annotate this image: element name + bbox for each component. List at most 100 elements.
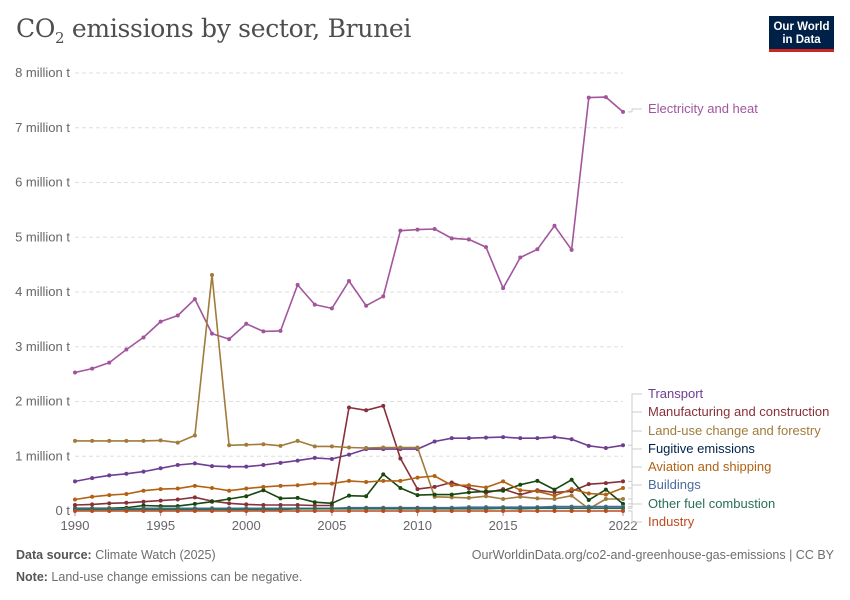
data-point-electricity-and-heat [466, 237, 471, 242]
data-point-manufacturing-and-construction [107, 501, 112, 506]
data-point-land-use-change-and-forestry [278, 443, 283, 448]
data-point-fugitive-emissions [244, 494, 249, 499]
data-point-fugitive-emissions [381, 472, 386, 477]
data-point-electricity-and-heat [364, 303, 369, 308]
data-point-fugitive-emissions [261, 488, 266, 493]
data-point-electricity-and-heat [107, 360, 112, 365]
data-point-transport [295, 458, 300, 463]
data-point-industry [124, 509, 129, 513]
data-point-industry [278, 509, 283, 513]
data-point-land-use-change-and-forestry [552, 496, 557, 501]
data-point-industry [210, 509, 214, 513]
data-point-land-use-change-and-forestry [415, 445, 420, 450]
data-point-fugitive-emissions [295, 495, 300, 500]
y-tick-label: 1 million t [15, 448, 70, 463]
data-point-manufacturing-and-construction [227, 501, 232, 506]
data-point-industry [312, 509, 317, 513]
data-point-transport [569, 437, 574, 442]
data-point-land-use-change-and-forestry [501, 496, 506, 501]
data-point-electricity-and-heat [210, 331, 214, 336]
data-point-electricity-and-heat [518, 255, 523, 260]
data-point-transport [586, 443, 591, 448]
x-tick-label: 2010 [403, 518, 432, 533]
data-point-transport [329, 456, 334, 461]
data-point-manufacturing-and-construction [586, 482, 591, 487]
data-point-electricity-and-heat [484, 245, 488, 250]
x-tick-label: 2022 [609, 518, 638, 533]
y-tick-label: 0 t [56, 503, 71, 518]
data-point-electricity-and-heat [192, 297, 197, 302]
y-tick-label: 5 million t [15, 229, 70, 244]
data-point-land-use-change-and-forestry [466, 495, 471, 500]
data-point-transport [449, 436, 454, 441]
data-point-land-use-change-and-forestry [535, 496, 540, 501]
data-point-transport [210, 464, 214, 469]
x-tick-label: 2015 [489, 518, 518, 533]
legend-label-industry: Industry [648, 514, 695, 529]
data-point-aviation-and-shipping [278, 483, 283, 488]
data-point-fugitive-emissions [227, 496, 232, 501]
data-point-electricity-and-heat [621, 109, 625, 114]
data-point-manufacturing-and-construction [295, 502, 300, 507]
data-point-transport [501, 435, 506, 440]
data-point-land-use-change-and-forestry [449, 495, 454, 500]
data-point-fugitive-emissions [466, 490, 471, 495]
data-point-land-use-change-and-forestry [295, 438, 300, 443]
data-point-manufacturing-and-construction [124, 500, 129, 505]
data-point-electricity-and-heat [158, 319, 163, 324]
legend-connector-industry [628, 510, 642, 523]
data-point-land-use-change-and-forestry [398, 445, 403, 450]
data-point-land-use-change-and-forestry [124, 438, 129, 443]
data-point-electricity-and-heat [278, 328, 283, 333]
data-point-manufacturing-and-construction [449, 480, 454, 485]
data-point-electricity-and-heat [244, 321, 249, 326]
y-tick-label: 7 million t [15, 120, 70, 135]
data-point-fugitive-emissions [415, 493, 420, 498]
legend-label-fugitive-emissions: Fugitive emissions [648, 441, 755, 456]
data-point-manufacturing-and-construction [73, 502, 77, 507]
data-point-aviation-and-shipping [381, 478, 386, 483]
data-point-manufacturing-and-construction [141, 499, 146, 504]
data-point-aviation-and-shipping [73, 497, 77, 502]
data-point-manufacturing-and-construction [432, 484, 437, 489]
source-url-link[interactable]: OurWorldinData.org/co2-and-greenhouse-ga… [471, 548, 834, 562]
data-point-aviation-and-shipping [586, 491, 591, 496]
data-point-transport [192, 461, 197, 466]
data-point-aviation-and-shipping [175, 486, 180, 491]
data-point-fugitive-emissions [278, 496, 283, 501]
data-point-electricity-and-heat [227, 337, 232, 342]
data-point-aviation-and-shipping [398, 478, 403, 483]
data-point-industry [398, 509, 403, 513]
data-point-industry [295, 509, 300, 513]
data-point-industry [484, 509, 488, 513]
x-tick-label: 2000 [232, 518, 261, 533]
data-point-manufacturing-and-construction [466, 486, 471, 491]
data-point-fugitive-emissions [364, 494, 369, 499]
data-point-transport [73, 479, 77, 484]
data-point-manufacturing-and-construction [261, 502, 266, 507]
data-point-transport [484, 435, 488, 440]
data-point-electricity-and-heat [569, 247, 574, 252]
owid-logo[interactable]: Our World in Data [769, 16, 834, 52]
data-point-industry [586, 509, 591, 513]
data-point-manufacturing-and-construction [278, 502, 283, 507]
data-point-electricity-and-heat [415, 227, 420, 232]
legend-connector-aviation-and-shipping [628, 466, 642, 489]
data-point-other-fuel-combustion [586, 506, 591, 511]
data-point-aviation-and-shipping [432, 473, 437, 478]
data-point-industry [466, 509, 471, 513]
data-point-transport [552, 435, 557, 440]
legend-label-transport: Transport [648, 386, 704, 401]
data-point-aviation-and-shipping [518, 488, 523, 493]
data-point-industry [432, 509, 437, 513]
data-point-electricity-and-heat [381, 294, 386, 299]
x-tick-label: 2005 [317, 518, 346, 533]
data-point-industry [535, 509, 540, 513]
data-point-land-use-change-and-forestry [192, 433, 197, 438]
data-point-industry [364, 509, 369, 513]
data-point-manufacturing-and-construction [381, 403, 386, 408]
data-point-transport [312, 455, 317, 460]
data-point-fugitive-emissions [141, 503, 146, 508]
data-point-aviation-and-shipping [484, 485, 488, 490]
data-point-transport [124, 471, 129, 476]
